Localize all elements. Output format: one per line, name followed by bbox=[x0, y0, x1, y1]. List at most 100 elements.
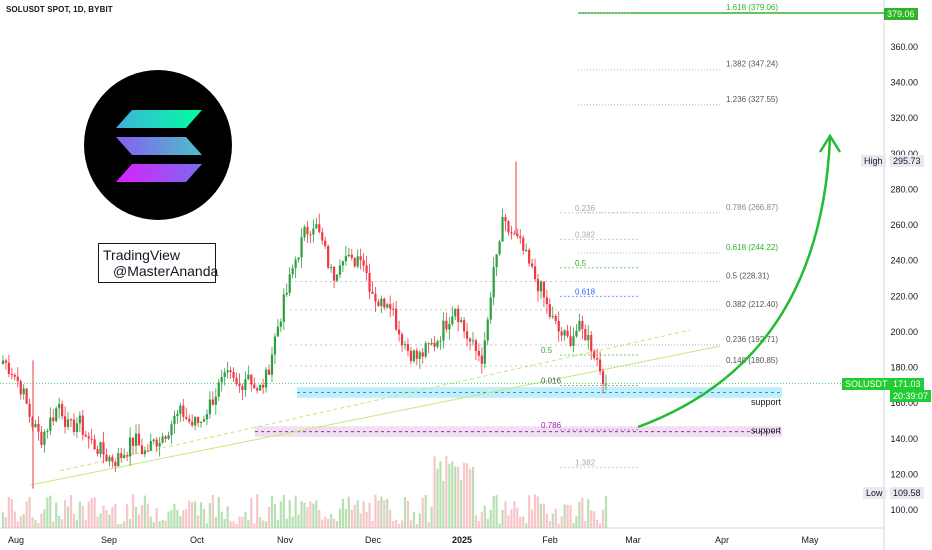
volume-bar-190 bbox=[563, 504, 566, 528]
candle-body-199 bbox=[590, 335, 593, 352]
volume-bar-85 bbox=[253, 523, 256, 528]
volume-bar-134 bbox=[397, 523, 401, 528]
volume-bar-152 bbox=[451, 461, 454, 528]
candle-body-105 bbox=[312, 228, 315, 235]
volume-bar-127 bbox=[377, 500, 380, 528]
volume-bar-8 bbox=[25, 501, 28, 528]
volume-bar-124 bbox=[368, 502, 371, 528]
volume-bar-199 bbox=[590, 510, 593, 528]
candle-body-175 bbox=[519, 236, 522, 238]
candle-body-143 bbox=[424, 343, 427, 357]
candle-body-183 bbox=[542, 281, 546, 298]
solana-logo bbox=[84, 70, 232, 220]
volume-bar-100 bbox=[297, 514, 300, 528]
volume-bar-169 bbox=[501, 509, 504, 528]
candle-body-50 bbox=[149, 441, 152, 451]
volume-bar-73 bbox=[217, 496, 220, 528]
volume-bar-23 bbox=[69, 495, 73, 528]
candle-body-161 bbox=[477, 350, 480, 356]
candle-body-140 bbox=[415, 350, 418, 359]
candle-body-64 bbox=[191, 421, 194, 426]
candle-body-39 bbox=[117, 453, 120, 467]
candle-body-148 bbox=[439, 340, 442, 342]
candle-body-54 bbox=[161, 436, 164, 443]
candle-body-162 bbox=[480, 355, 483, 364]
volume-bar-75 bbox=[223, 518, 226, 528]
volume-bar-49 bbox=[146, 503, 149, 528]
candle-body-124 bbox=[368, 272, 371, 292]
time-label-1: Sep bbox=[101, 535, 117, 545]
candle-body-4 bbox=[13, 375, 16, 377]
candle-body-14 bbox=[43, 431, 46, 445]
candle-body-68 bbox=[202, 419, 206, 422]
candle-body-63 bbox=[188, 418, 191, 422]
price-tick-11: 140.00 bbox=[890, 434, 918, 444]
volume-bar-147 bbox=[436, 468, 439, 528]
volume-bar-163 bbox=[483, 505, 486, 528]
fib-mid-label-4: 0.5 bbox=[541, 346, 553, 355]
volume-bar-164 bbox=[486, 518, 489, 528]
volume-bar-27 bbox=[81, 505, 84, 528]
volume-bar-58 bbox=[173, 503, 176, 528]
volume-bar-17 bbox=[52, 521, 55, 528]
volume-bar-118 bbox=[350, 509, 353, 528]
volume-bar-61 bbox=[182, 510, 185, 528]
volume-bar-60 bbox=[179, 516, 182, 528]
time-label-2: Oct bbox=[190, 535, 205, 545]
candle-body-62 bbox=[185, 416, 188, 419]
volume-bar-197 bbox=[584, 520, 587, 528]
time-label-9: May bbox=[801, 535, 819, 545]
volume-bar-30 bbox=[90, 498, 93, 528]
projection-arrow bbox=[637, 137, 832, 429]
volume-bar-158 bbox=[468, 468, 472, 528]
volume-bar-123 bbox=[365, 512, 368, 528]
candle-body-147 bbox=[436, 341, 439, 347]
time-label-8: Apr bbox=[715, 535, 729, 545]
candle-body-71 bbox=[211, 399, 214, 405]
candle-body-91 bbox=[270, 354, 274, 375]
candle-body-61 bbox=[182, 405, 185, 417]
volume-bar-7 bbox=[22, 514, 25, 528]
candle-body-102 bbox=[303, 226, 306, 238]
volume-bar-52 bbox=[155, 508, 158, 528]
price-tick-4: 280.00 bbox=[890, 184, 918, 194]
candle-body-90 bbox=[267, 369, 271, 375]
candle-body-1 bbox=[4, 360, 8, 363]
candle-body-95 bbox=[282, 294, 285, 322]
price-tick-2: 320.00 bbox=[890, 113, 918, 123]
volume-bar-188 bbox=[557, 523, 560, 528]
candle-body-168 bbox=[498, 241, 501, 255]
volume-bar-168 bbox=[498, 523, 501, 528]
volume-bar-113 bbox=[335, 521, 339, 528]
volume-bar-185 bbox=[548, 520, 551, 528]
volume-bar-64 bbox=[191, 502, 194, 528]
volume-bar-155 bbox=[460, 479, 463, 528]
volume-bar-79 bbox=[235, 523, 238, 528]
volume-bar-150 bbox=[445, 456, 448, 528]
volume-bar-54 bbox=[161, 519, 164, 528]
candle-body-81 bbox=[241, 386, 244, 391]
candle-body-99 bbox=[294, 259, 297, 269]
candle-body-70 bbox=[208, 399, 212, 415]
volume-bar-192 bbox=[569, 505, 572, 528]
candle-body-141 bbox=[418, 352, 421, 359]
candle-body-139 bbox=[412, 350, 415, 362]
fib-mid-label-3: 0.618 bbox=[575, 287, 596, 296]
volume-bar-176 bbox=[522, 516, 525, 528]
candle-body-6 bbox=[19, 381, 22, 395]
volume-bar-204 bbox=[604, 495, 608, 528]
volume-bar-37 bbox=[111, 506, 114, 528]
trendline-lower bbox=[29, 345, 721, 486]
volume-bar-101 bbox=[300, 501, 303, 528]
volume-bar-133 bbox=[395, 519, 398, 528]
volume-bar-166 bbox=[492, 496, 495, 528]
volume-bar-136 bbox=[403, 496, 407, 528]
candle-body-109 bbox=[324, 240, 327, 247]
candle-body-154 bbox=[457, 308, 460, 322]
candle-body-188 bbox=[557, 320, 560, 332]
volume-bar-198 bbox=[587, 499, 590, 528]
volume-bar-69 bbox=[205, 523, 209, 528]
volume-bar-184 bbox=[545, 513, 548, 528]
candle-body-128 bbox=[380, 298, 383, 307]
